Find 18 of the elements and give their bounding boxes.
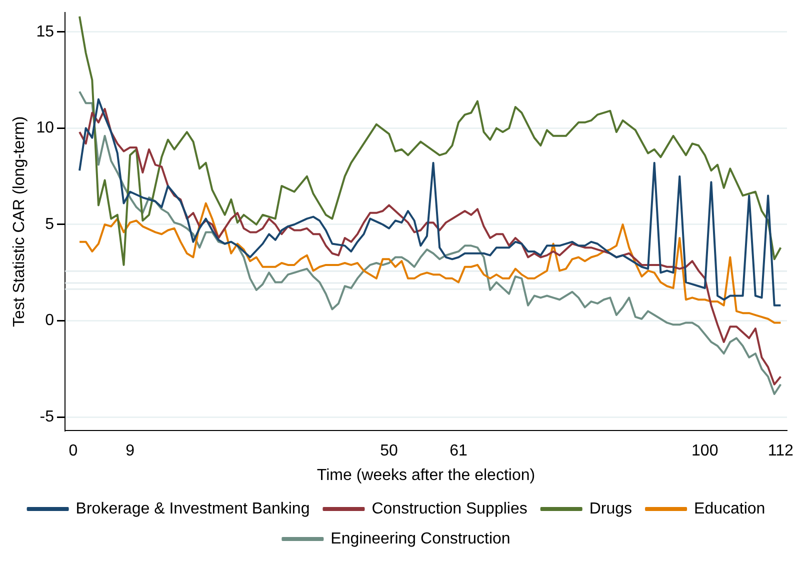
x-tick-label: 112	[768, 442, 794, 460]
y-tick-label: -5	[40, 408, 54, 426]
legend-label: Drugs	[589, 500, 632, 518]
y-tick-label: 0	[45, 312, 54, 330]
x-tick-label: 100	[692, 442, 718, 460]
x-tick-label: 61	[450, 442, 468, 460]
x-axis-title: Time (weeks after the election)	[316, 466, 536, 484]
x-tick-label: 9	[126, 442, 135, 460]
y-tick-label: 10	[36, 120, 54, 137]
legend-label: Brokerage & Investment Banking	[76, 500, 310, 518]
y-tick-label: 5	[45, 216, 54, 233]
legend-label: Education	[694, 500, 766, 518]
legend-label: Engineering Construction	[330, 530, 510, 548]
y-tick-label: 15	[36, 23, 54, 40]
x-tick-label: 50	[380, 442, 398, 460]
legend-label: Construction Supplies	[372, 500, 528, 518]
y-axis-title: Test Statistic CAR (long-term)	[11, 116, 28, 327]
x-tick-label: 0	[68, 442, 78, 460]
